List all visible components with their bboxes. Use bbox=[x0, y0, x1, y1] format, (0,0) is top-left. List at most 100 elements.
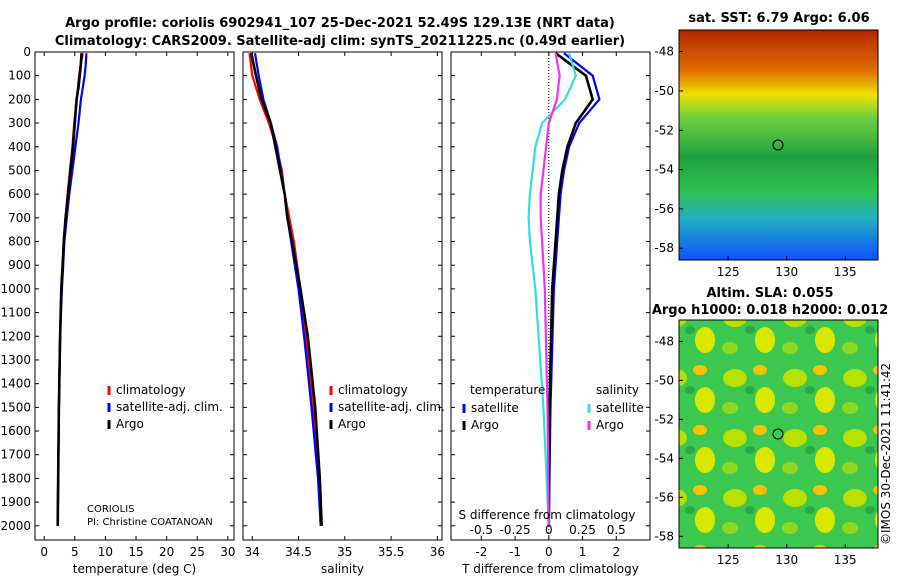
legend-label: Argo bbox=[596, 418, 624, 432]
plot-area bbox=[242, 51, 443, 541]
y-tick-label: 100 bbox=[8, 69, 31, 83]
s-tick-label: -0.25 bbox=[500, 523, 531, 537]
sla-map-frame bbox=[678, 319, 879, 549]
x-tick-label: -1 bbox=[509, 545, 521, 559]
map-y-tick-label: -48 bbox=[654, 334, 674, 348]
y-tick-label: 700 bbox=[8, 211, 31, 225]
legend-label: Argo bbox=[338, 417, 366, 431]
legend-label: satellite-adj. clim. bbox=[116, 400, 223, 414]
watermark: ©IMOS 30-Dec-2021 11:41:42 bbox=[879, 363, 893, 545]
x-tick-label: 35 bbox=[337, 545, 352, 559]
y-tick-label: 1000 bbox=[0, 282, 31, 296]
sla-map-title-line2: Argo h1000: 0.018 h2000: 0.012 bbox=[652, 303, 888, 318]
annotation-text: PI: Christine COATANOAN bbox=[87, 517, 213, 528]
x-tick-label: 34.5 bbox=[285, 545, 312, 559]
difference-panel: -2 -1 0 1 2 T difference from climatology temp… bbox=[450, 51, 651, 576]
annotation-text: CORIOLIS bbox=[87, 504, 135, 515]
legend-label: Argo bbox=[116, 417, 144, 431]
legend-label: satellite bbox=[596, 401, 644, 415]
x-tick-label: -2 bbox=[475, 545, 487, 559]
salinity-panel: 34 34.5 35 35.5 36 salinity climatology satelli… bbox=[242, 51, 445, 576]
y-tick-label: 1200 bbox=[0, 329, 31, 343]
map-y-tick-label: -52 bbox=[654, 412, 674, 426]
x-tick-label: 15 bbox=[128, 545, 143, 559]
legend-label: climatology bbox=[338, 383, 408, 397]
sla-map-argo-marker bbox=[772, 428, 784, 440]
y-tick-label: 800 bbox=[8, 235, 31, 249]
map-y-tick-label: -56 bbox=[654, 490, 674, 504]
legend-label: climatology bbox=[116, 383, 186, 397]
sst-map-axes: -48 -50 -52 -54 -56 -58 125 130 135 bbox=[654, 45, 856, 279]
series-line bbox=[539, 53, 561, 526]
series-line bbox=[547, 52, 601, 526]
sla-map: Altim. SLA: 0.055 Argo h1000: 0.018 h200… bbox=[652, 286, 888, 567]
plot-area bbox=[34, 51, 235, 541]
map-y-tick-label: -54 bbox=[654, 163, 674, 177]
x-axis-label: salinity bbox=[321, 562, 364, 576]
x-tick-label: 25 bbox=[190, 545, 205, 559]
sst-map-argo-marker bbox=[772, 139, 784, 151]
y-tick-label: 1700 bbox=[0, 448, 31, 462]
s-tick-label: 0.5 bbox=[607, 523, 626, 537]
series-line bbox=[527, 52, 577, 526]
series-line bbox=[250, 52, 323, 526]
x-tick-label: 2 bbox=[612, 545, 620, 559]
y-tick-label: 1900 bbox=[0, 495, 31, 509]
map-x-tick-label: 135 bbox=[834, 553, 857, 567]
sst-map: sat. SST: 6.79 Argo: 6.06 -48 -50 -52 -54 -5… bbox=[654, 11, 879, 279]
x-axis-label: temperature (deg C) bbox=[73, 562, 196, 576]
sla-map-title-line1: Altim. SLA: 0.055 bbox=[707, 286, 834, 301]
x-tick-label: 10 bbox=[98, 545, 113, 559]
s-tick-label: 0.25 bbox=[569, 523, 596, 537]
x-tick-label: 35.5 bbox=[378, 545, 405, 559]
map-y-tick-label: -48 bbox=[654, 45, 674, 59]
map-y-tick-label: -58 bbox=[654, 241, 674, 255]
y-tick-label: 1100 bbox=[0, 306, 31, 320]
sst-map-frame bbox=[678, 29, 879, 261]
y-tick-label: 1300 bbox=[0, 353, 31, 367]
y-tick-label: 1500 bbox=[0, 400, 31, 414]
figure-title-line2: Climatology: CARS2009. Satellite-adj cli… bbox=[55, 34, 625, 49]
y-tick-label: 900 bbox=[8, 258, 31, 272]
x-tick-label: 30 bbox=[220, 545, 235, 559]
y-tick-label: 1400 bbox=[0, 377, 31, 391]
series-line bbox=[547, 52, 595, 526]
map-y-tick-label: -50 bbox=[654, 84, 674, 98]
map-x-tick-label: 125 bbox=[717, 265, 740, 279]
map-x-tick-label: 130 bbox=[775, 553, 798, 567]
legend-title: salinity bbox=[596, 383, 639, 397]
map-x-tick-label: 135 bbox=[834, 265, 857, 279]
map-x-tick-label: 130 bbox=[775, 265, 798, 279]
x-tick-label: 34 bbox=[245, 545, 260, 559]
y-tick-label: 2000 bbox=[0, 519, 31, 533]
sla-map-axes: -48 -50 -52 -54 -56 -58 125 130 135 bbox=[654, 334, 856, 567]
map-y-tick-label: -56 bbox=[654, 202, 674, 216]
legend-label: satellite-adj. clim. bbox=[338, 400, 445, 414]
legend-title: temperature bbox=[470, 383, 545, 397]
x-axis-label: T difference from climatology bbox=[461, 562, 639, 576]
x-tick-label: 20 bbox=[159, 545, 174, 559]
s-axis-label: S difference from climatology bbox=[459, 508, 636, 522]
y-tick-label: 300 bbox=[8, 116, 31, 130]
sst-map-title: sat. SST: 6.79 Argo: 6.06 bbox=[688, 11, 869, 26]
x-tick-label: 0 bbox=[40, 545, 48, 559]
map-y-tick-label: -50 bbox=[654, 373, 674, 387]
series-line bbox=[56, 53, 83, 526]
y-tick-label: 600 bbox=[8, 187, 31, 201]
map-y-tick-label: -58 bbox=[654, 529, 674, 543]
x-tick-label: 1 bbox=[579, 545, 587, 559]
s-tick-label: -0.5 bbox=[470, 523, 493, 537]
y-tick-label: 1800 bbox=[0, 471, 31, 485]
x-tick-label: 36 bbox=[430, 545, 445, 559]
y-tick-label: 500 bbox=[8, 163, 31, 177]
map-y-tick-label: -54 bbox=[654, 451, 674, 465]
map-x-tick-label: 125 bbox=[717, 553, 740, 567]
sst-map-image bbox=[679, 30, 878, 260]
temperature-panel: 0100200300400500600700800900100011001200… bbox=[0, 45, 235, 576]
s-tick-label: 0 bbox=[545, 523, 553, 537]
y-tick-label: 0 bbox=[23, 45, 31, 59]
legend-label: satellite bbox=[471, 401, 519, 415]
y-tick-label: 200 bbox=[8, 92, 31, 106]
x-tick-label: 0 bbox=[545, 545, 553, 559]
